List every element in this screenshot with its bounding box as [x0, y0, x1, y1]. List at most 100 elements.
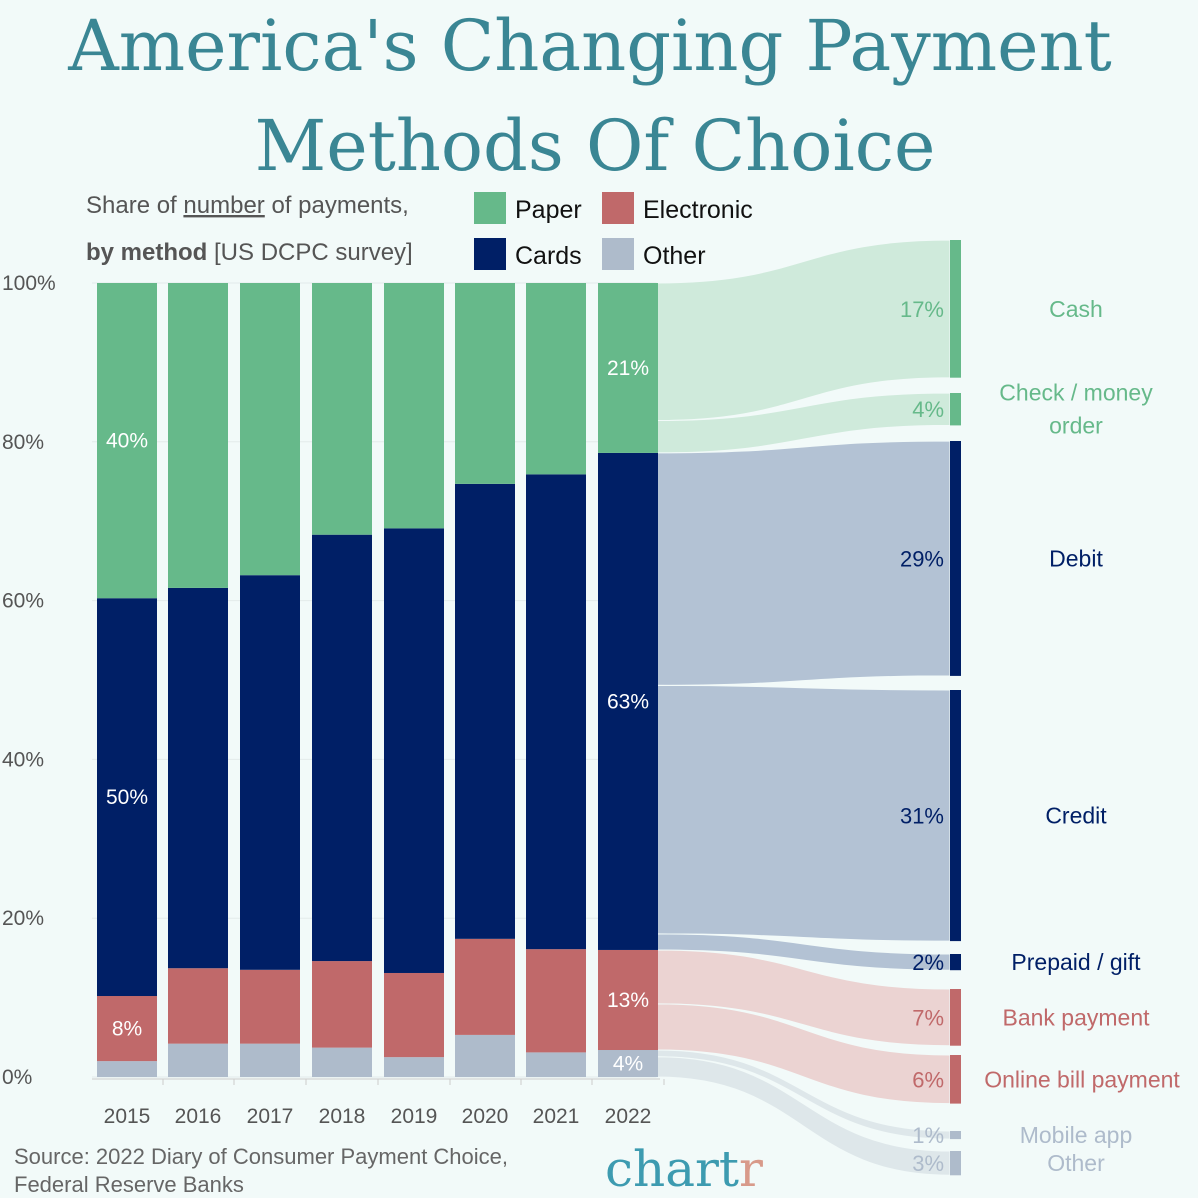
bar-electronic-2018 [312, 961, 372, 1048]
node-value-bank-payment: 7% [912, 1005, 944, 1030]
node-check-money-order [950, 393, 961, 426]
legend-label-other: Other [643, 242, 706, 270]
bar-cards-2017 [240, 575, 300, 970]
bar-other-2021 [526, 1052, 586, 1077]
bars: 2015 2016 2017 2018 2019 2020 2021 2022 40% 50% 8%… [97, 283, 665, 1128]
bar-electronic-2015 [97, 996, 157, 1062]
bar-paper-2022 [598, 283, 658, 453]
node-value-debit: 29% [900, 546, 944, 571]
bar-paper-2015 [97, 283, 157, 599]
y-tick-label: 40% [2, 748, 44, 771]
bar-paper-2016 [168, 283, 228, 588]
bar-label-paper-2022: 21% [607, 357, 649, 380]
bar-other-2019 [384, 1057, 444, 1077]
y-tick-label: 100% [2, 272, 56, 295]
node-value-cash: 17% [900, 297, 944, 322]
bar-paper-2019 [384, 283, 444, 529]
node-prepaid-gift [950, 954, 961, 971]
legend-swatch-other [602, 238, 634, 270]
node-value-other: 3% [912, 1151, 944, 1176]
legend-swatch-paper [474, 192, 506, 224]
legend: Paper Electronic Cards Other [474, 192, 753, 270]
y-tick-label: 80% [2, 431, 44, 454]
bar-label-cards-2022: 63% [607, 690, 649, 713]
x-tick-label: 2022 [605, 1105, 652, 1128]
node-value-credit: 31% [900, 804, 944, 829]
chartr-logo: chartr [605, 1140, 763, 1198]
legend-label-electronic: Electronic [643, 196, 753, 224]
bar-paper-2020 [455, 283, 515, 484]
bar-electronic-2021 [526, 949, 586, 1053]
bar-other-2017 [240, 1043, 300, 1077]
node-label-credit: Credit [1045, 803, 1107, 829]
node-mobile-app [950, 1131, 961, 1140]
y-tick-label: 60% [2, 590, 44, 613]
legend-swatch-cards [474, 238, 506, 270]
bar-other-2018 [312, 1047, 372, 1077]
sankey-flows [656, 239, 951, 1176]
legend-label-paper: Paper [515, 196, 582, 224]
node-value-online-bill-payment: 6% [912, 1067, 944, 1092]
bar-cards-2016 [168, 587, 228, 969]
x-tick-label: 2015 [104, 1105, 151, 1128]
node-label-online-bill-payment: Online bill payment [984, 1066, 1180, 1092]
sankey-nodes: 17% Cash 4% Check / money order 29% Debit 31% Cr… [900, 240, 1180, 1176]
legend-label-cards: Cards [515, 242, 582, 270]
bar-paper-2017 [240, 283, 300, 576]
bar-label-cards-2015: 50% [106, 786, 148, 809]
bar-label-electronic-2022: 13% [607, 989, 649, 1012]
bar-other-2020 [455, 1034, 515, 1077]
node-label-other: Other [1047, 1150, 1105, 1176]
node-online-bill-payment [950, 1055, 961, 1104]
x-tick-label: 2018 [319, 1105, 366, 1128]
source-line-2: Federal Reserve Banks [14, 1172, 244, 1197]
bar-other-2022 [598, 1050, 658, 1077]
title-line-1: America's Changing Payment [67, 5, 1112, 87]
x-tick-label: 2019 [391, 1105, 438, 1128]
node-label-prepaid-gift: Prepaid / gift [1011, 949, 1141, 975]
bar-electronic-2020 [455, 938, 515, 1035]
node-label-check-money-order: order [1049, 413, 1103, 439]
bar-electronic-2022 [598, 949, 658, 1051]
y-tick-label: 0% [2, 1066, 32, 1089]
subtitle-line-1: Share of number of payments, [86, 192, 409, 219]
node-other [950, 1151, 961, 1176]
legend-swatch-electronic [602, 192, 634, 224]
x-tick-label: 2017 [247, 1105, 294, 1128]
bar-cards-2019 [384, 528, 444, 973]
node-value-check-money-order: 4% [912, 397, 944, 422]
bar-electronic-2019 [384, 972, 444, 1058]
bar-cards-2022 [598, 452, 658, 950]
y-tick-label: 20% [2, 907, 44, 930]
bar-paper-2021 [526, 283, 586, 475]
bar-cards-2015 [97, 598, 157, 997]
node-value-prepaid-gift: 2% [912, 950, 944, 975]
bar-cards-2021 [526, 474, 586, 950]
node-credit [950, 690, 961, 942]
node-cash [950, 240, 961, 378]
x-tick-label: 2016 [175, 1105, 222, 1128]
node-label-cash: Cash [1049, 296, 1103, 322]
bar-electronic-2016 [168, 968, 228, 1044]
bar-cards-2018 [312, 534, 372, 962]
node-bank-payment [950, 989, 961, 1046]
bar-label-paper-2015: 40% [106, 430, 148, 453]
bar-other-2015 [97, 1061, 157, 1077]
bar-label-electronic-2015: 8% [112, 1018, 142, 1041]
bar-label-other-2022: 4% [613, 1053, 643, 1076]
bar-other-2016 [168, 1043, 228, 1077]
bar-paper-2018 [312, 283, 372, 535]
subtitle-line-2: by method [US DCPC survey] [86, 239, 413, 266]
node-label-debit: Debit [1049, 545, 1103, 571]
bar-electronic-2017 [240, 969, 300, 1044]
node-label-bank-payment: Bank payment [1002, 1004, 1150, 1030]
node-debit [950, 441, 961, 676]
node-label-check-money-order: Check / money [999, 380, 1153, 406]
x-tick-label: 2021 [533, 1105, 580, 1128]
title-line-2: Methods Of Choice [255, 105, 936, 187]
bar-cards-2020 [455, 483, 515, 939]
x-tick-label: 2020 [462, 1105, 509, 1128]
source-line-1: Source: 2022 Diary of Consumer Payment C… [14, 1144, 508, 1169]
node-value-mobile-app: 1% [912, 1123, 944, 1148]
